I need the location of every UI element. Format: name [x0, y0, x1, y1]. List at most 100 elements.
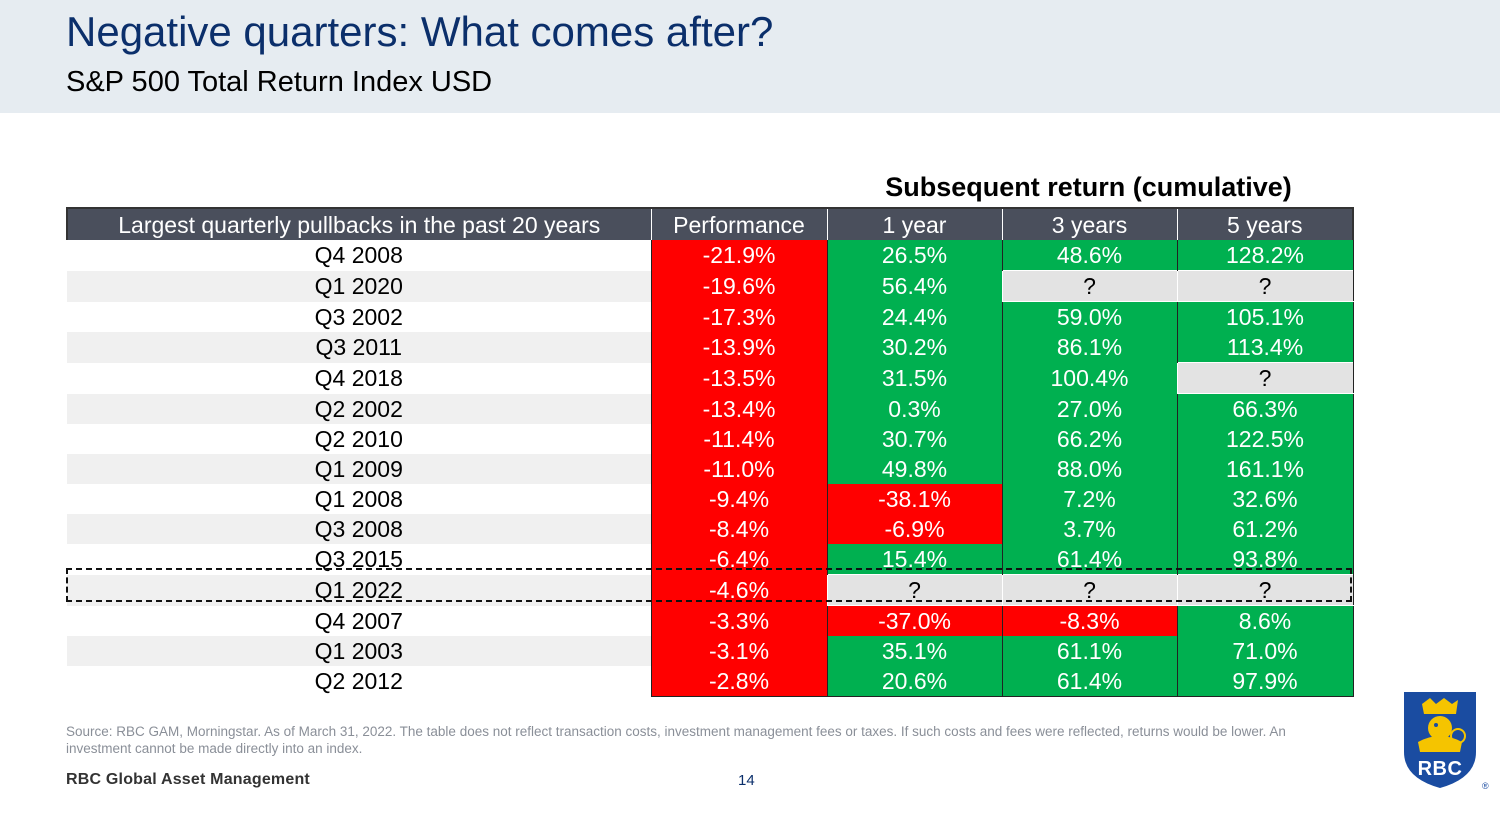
- performance-cell: -2.8%: [650, 666, 827, 697]
- table-row: Q1 2008 -9.4% -38.1% 7.2% 32.6%: [67, 484, 1354, 514]
- table-row: Q3 2011 -13.9% 30.2% 86.1% 113.4%: [67, 332, 1354, 363]
- one-year-cell: ?: [826, 574, 1003, 606]
- three-year-cell: 3.7%: [1001, 514, 1177, 544]
- one-year-cell: 26.5%: [826, 240, 1002, 271]
- column-header-performance: Performance: [650, 207, 827, 240]
- three-year-cell: 100.4%: [1001, 362, 1177, 394]
- quarter-cell: Q2 2002: [67, 393, 651, 424]
- quarter-cell: Q3 2011: [67, 332, 651, 363]
- table-row: Q3 2002 -17.3% 24.4% 59.0% 105.1%: [67, 301, 1354, 332]
- three-year-cell: 7.2%: [1001, 484, 1177, 514]
- five-year-cell: 122.5%: [1176, 424, 1354, 454]
- performance-cell: -19.6%: [650, 270, 827, 302]
- quarter-cell: Q3 2015: [67, 544, 651, 575]
- table-row: Q1 2009 -11.0% 49.8% 88.0% 161.1%: [67, 454, 1354, 484]
- table-row: Q2 2010 -11.4% 30.7% 66.2% 122.5%: [67, 424, 1354, 454]
- one-year-cell: 20.6%: [826, 666, 1002, 697]
- column-header-5-years: 5 years: [1176, 207, 1354, 240]
- table-row: Q1 2022 -4.6%???: [67, 574, 1354, 606]
- table-row: Q1 2020 -19.6% 56.4%??: [67, 270, 1354, 302]
- three-year-cell: 66.2%: [1001, 424, 1177, 454]
- page-number: 14: [738, 772, 755, 789]
- five-year-cell: ?: [1176, 270, 1354, 302]
- three-year-cell: 88.0%: [1001, 454, 1177, 484]
- quarter-cell: Q3 2008: [67, 514, 651, 544]
- page-subtitle: S&P 500 Total Return Index USD: [66, 66, 493, 98]
- performance-cell: -13.9%: [650, 332, 827, 363]
- registered-mark: ®: [1482, 781, 1489, 791]
- column-header-1-year: 1 year: [826, 207, 1002, 240]
- three-year-cell: 86.1%: [1001, 332, 1177, 363]
- five-year-cell: 161.1%: [1176, 454, 1354, 484]
- five-year-cell: ?: [1176, 362, 1354, 394]
- quarter-cell: Q4 2008: [67, 240, 651, 271]
- five-year-cell: ?: [1176, 574, 1354, 606]
- performance-cell: -4.6%: [650, 574, 827, 606]
- one-year-cell: 35.1%: [826, 636, 1002, 666]
- quarter-cell: Q2 2010: [67, 424, 651, 454]
- performance-cell: -9.4%: [650, 484, 827, 514]
- quarter-cell: Q4 2018: [67, 362, 651, 394]
- performance-cell: -11.0%: [650, 454, 827, 484]
- performance-cell: -3.1%: [650, 636, 827, 666]
- five-year-cell: 32.6%: [1176, 484, 1354, 514]
- one-year-cell: 30.7%: [826, 424, 1002, 454]
- one-year-cell: 31.5%: [826, 362, 1002, 394]
- performance-cell: -6.4%: [650, 544, 827, 575]
- quarter-cell: Q1 2022: [67, 574, 651, 606]
- quarter-cell: Q1 2008: [67, 484, 651, 514]
- performance-cell: -3.3%: [650, 605, 827, 636]
- five-year-cell: 66.3%: [1176, 393, 1354, 424]
- five-year-cell: 71.0%: [1176, 636, 1354, 666]
- table-row: Q4 2008 -21.9% 26.5% 48.6% 128.2%: [67, 240, 1354, 271]
- column-header-quarter: Largest quarterly pullbacks in the past …: [66, 207, 651, 240]
- quarter-cell: Q1 2003: [67, 636, 651, 666]
- quarter-cell: Q1 2020: [67, 270, 651, 302]
- performance-cell: -13.4%: [650, 393, 827, 424]
- one-year-cell: -38.1%: [826, 484, 1002, 514]
- one-year-cell: 0.3%: [826, 393, 1002, 424]
- performance-cell: -17.3%: [650, 301, 827, 332]
- column-header-3-years: 3 years: [1001, 207, 1177, 240]
- page-title: Negative quarters: What comes after?: [66, 8, 774, 55]
- five-year-cell: 61.2%: [1176, 514, 1354, 544]
- three-year-cell: 27.0%: [1001, 393, 1177, 424]
- performance-cell: -13.5%: [650, 362, 827, 394]
- table-row: Q4 2018 -13.5% 31.5% 100.4%?: [67, 362, 1354, 394]
- performance-cell: -11.4%: [650, 424, 827, 454]
- quarter-cell: Q3 2002: [67, 301, 651, 332]
- table-body: Q4 2008 -21.9% 26.5% 48.6% 128.2% Q1 2020 -19.…: [67, 240, 1354, 697]
- company-name: RBC Global Asset Management: [66, 771, 310, 788]
- quarter-cell: Q4 2007: [67, 605, 651, 636]
- performance-cell: -8.4%: [650, 514, 827, 544]
- three-year-cell: -8.3%: [1001, 605, 1177, 636]
- three-year-cell: 48.6%: [1001, 240, 1177, 271]
- quarter-cell: Q2 2012: [67, 666, 651, 697]
- table-row: Q1 2003 -3.1% 35.1% 61.1% 71.0%: [67, 636, 1354, 666]
- five-year-cell: 128.2%: [1176, 240, 1354, 271]
- five-year-cell: 93.8%: [1176, 544, 1354, 575]
- one-year-cell: 30.2%: [826, 332, 1002, 363]
- table-row: Q4 2007 -3.3% -37.0% -8.3% 8.6%: [67, 605, 1354, 636]
- three-year-cell: 61.4%: [1001, 666, 1177, 697]
- table-header-row: Largest quarterly pullbacks in the past …: [66, 207, 1354, 240]
- table-row: Q3 2008 -8.4% -6.9% 3.7% 61.2%: [67, 514, 1354, 544]
- one-year-cell: 24.4%: [826, 301, 1002, 332]
- one-year-cell: 49.8%: [826, 454, 1002, 484]
- quarter-cell: Q1 2009: [67, 454, 651, 484]
- table-row: Q2 2002 -13.4% 0.3% 27.0% 66.3%: [67, 393, 1354, 424]
- performance-cell: -21.9%: [650, 240, 827, 271]
- one-year-cell: -37.0%: [826, 605, 1002, 636]
- three-year-cell: ?: [1001, 574, 1178, 606]
- five-year-cell: 8.6%: [1176, 605, 1354, 636]
- five-year-cell: 97.9%: [1176, 666, 1354, 697]
- table-row: Q2 2012 -2.8% 20.6% 61.4% 97.9%: [67, 666, 1354, 697]
- three-year-cell: 59.0%: [1001, 301, 1177, 332]
- three-year-cell: ?: [1001, 270, 1178, 302]
- three-year-cell: 61.4%: [1001, 544, 1177, 575]
- five-year-cell: 105.1%: [1176, 301, 1354, 332]
- logo-text: RBC: [1417, 758, 1463, 780]
- pullbacks-table: Largest quarterly pullbacks in the past …: [66, 207, 1354, 697]
- one-year-cell: 15.4%: [826, 544, 1002, 575]
- rbc-lion-logo-icon: [1404, 692, 1476, 788]
